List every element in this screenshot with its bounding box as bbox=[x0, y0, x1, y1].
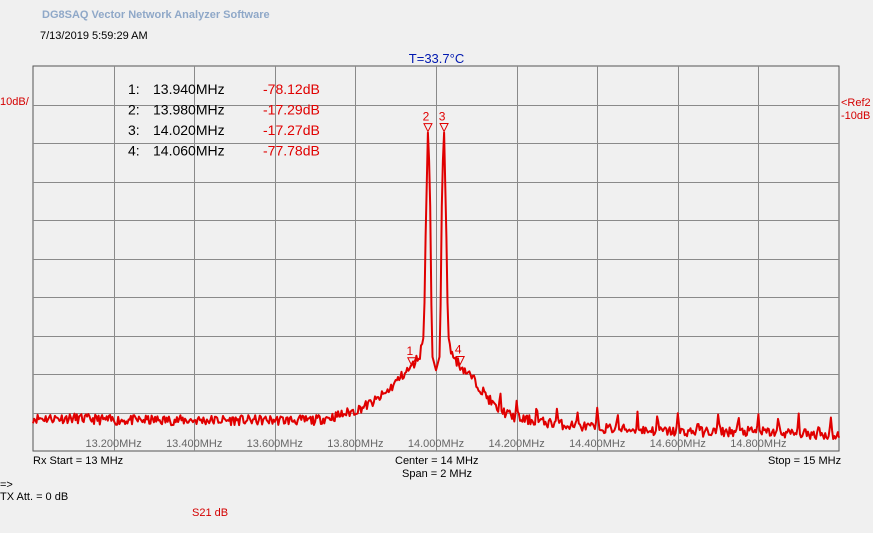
tx-attenuation: TX Att. = 0 dB bbox=[0, 491, 69, 503]
marker-2-triangle bbox=[423, 123, 433, 133]
arrow-indicator: => bbox=[0, 479, 13, 491]
marker-table-freq: 14.020MHz bbox=[153, 122, 225, 138]
x-tick-label: 13.600MHz bbox=[247, 438, 303, 450]
marker-1-triangle bbox=[407, 357, 417, 367]
x-tick-label: 14.400MHz bbox=[569, 438, 625, 450]
x-tick-label: 14.800MHz bbox=[730, 438, 786, 450]
marker-table-value: -17.29dB bbox=[263, 102, 320, 118]
marker-table-index: 3: bbox=[128, 122, 140, 138]
left-scale-label: 10dB/ bbox=[0, 96, 29, 108]
marker-3-triangle bbox=[439, 122, 449, 133]
timestamp: 7/13/2019 5:59:29 AM bbox=[40, 30, 148, 42]
span-label: Span = 2 MHz bbox=[402, 468, 473, 480]
trace-s21 bbox=[32, 131, 840, 440]
marker-3-label: 3 bbox=[439, 109, 446, 123]
right-ref-line2: -10dB bbox=[841, 110, 871, 122]
center-label: Center = 14 MHz bbox=[395, 455, 479, 467]
temperature-readout: T=33.7°C bbox=[408, 51, 465, 66]
marker-table-value: -17.27dB bbox=[263, 122, 320, 138]
x-tick-label: 14.200MHz bbox=[488, 438, 544, 450]
marker-4-triangle bbox=[455, 355, 465, 366]
marker-table-index: 2: bbox=[128, 102, 140, 118]
stop-label: Stop = 15 MHz bbox=[768, 455, 842, 467]
marker-table-freq: 14.060MHz bbox=[153, 143, 225, 159]
marker-table-value: -78.12dB bbox=[263, 81, 320, 97]
rx-start-label: Rx Start = 13 MHz bbox=[33, 455, 124, 467]
x-tick-label: 13.200MHz bbox=[85, 438, 141, 450]
marker-4-label: 4 bbox=[455, 342, 462, 356]
marker-table-freq: 13.940MHz bbox=[153, 81, 225, 97]
right-ref-line1: <Ref2 bbox=[841, 97, 871, 109]
marker-table-index: 4: bbox=[128, 143, 140, 159]
x-tick-label: 13.400MHz bbox=[166, 438, 222, 450]
marker-table-value: -77.78dB bbox=[263, 143, 320, 159]
x-tick-label: 13.800MHz bbox=[327, 438, 383, 450]
trace-label: S21 dB bbox=[192, 507, 229, 519]
marker-table-index: 1: bbox=[128, 81, 140, 97]
app-title: DG8SAQ Vector Network Analyzer Software bbox=[42, 9, 270, 21]
marker-2-label: 2 bbox=[423, 110, 430, 124]
marker-1-label: 1 bbox=[406, 344, 413, 358]
right-ref-label: <Ref2 -10dB bbox=[841, 97, 871, 123]
marker-table-freq: 13.980MHz bbox=[153, 102, 225, 118]
x-tick-label: 14.000MHz bbox=[408, 438, 464, 450]
x-tick-label: 14.600MHz bbox=[650, 438, 706, 450]
